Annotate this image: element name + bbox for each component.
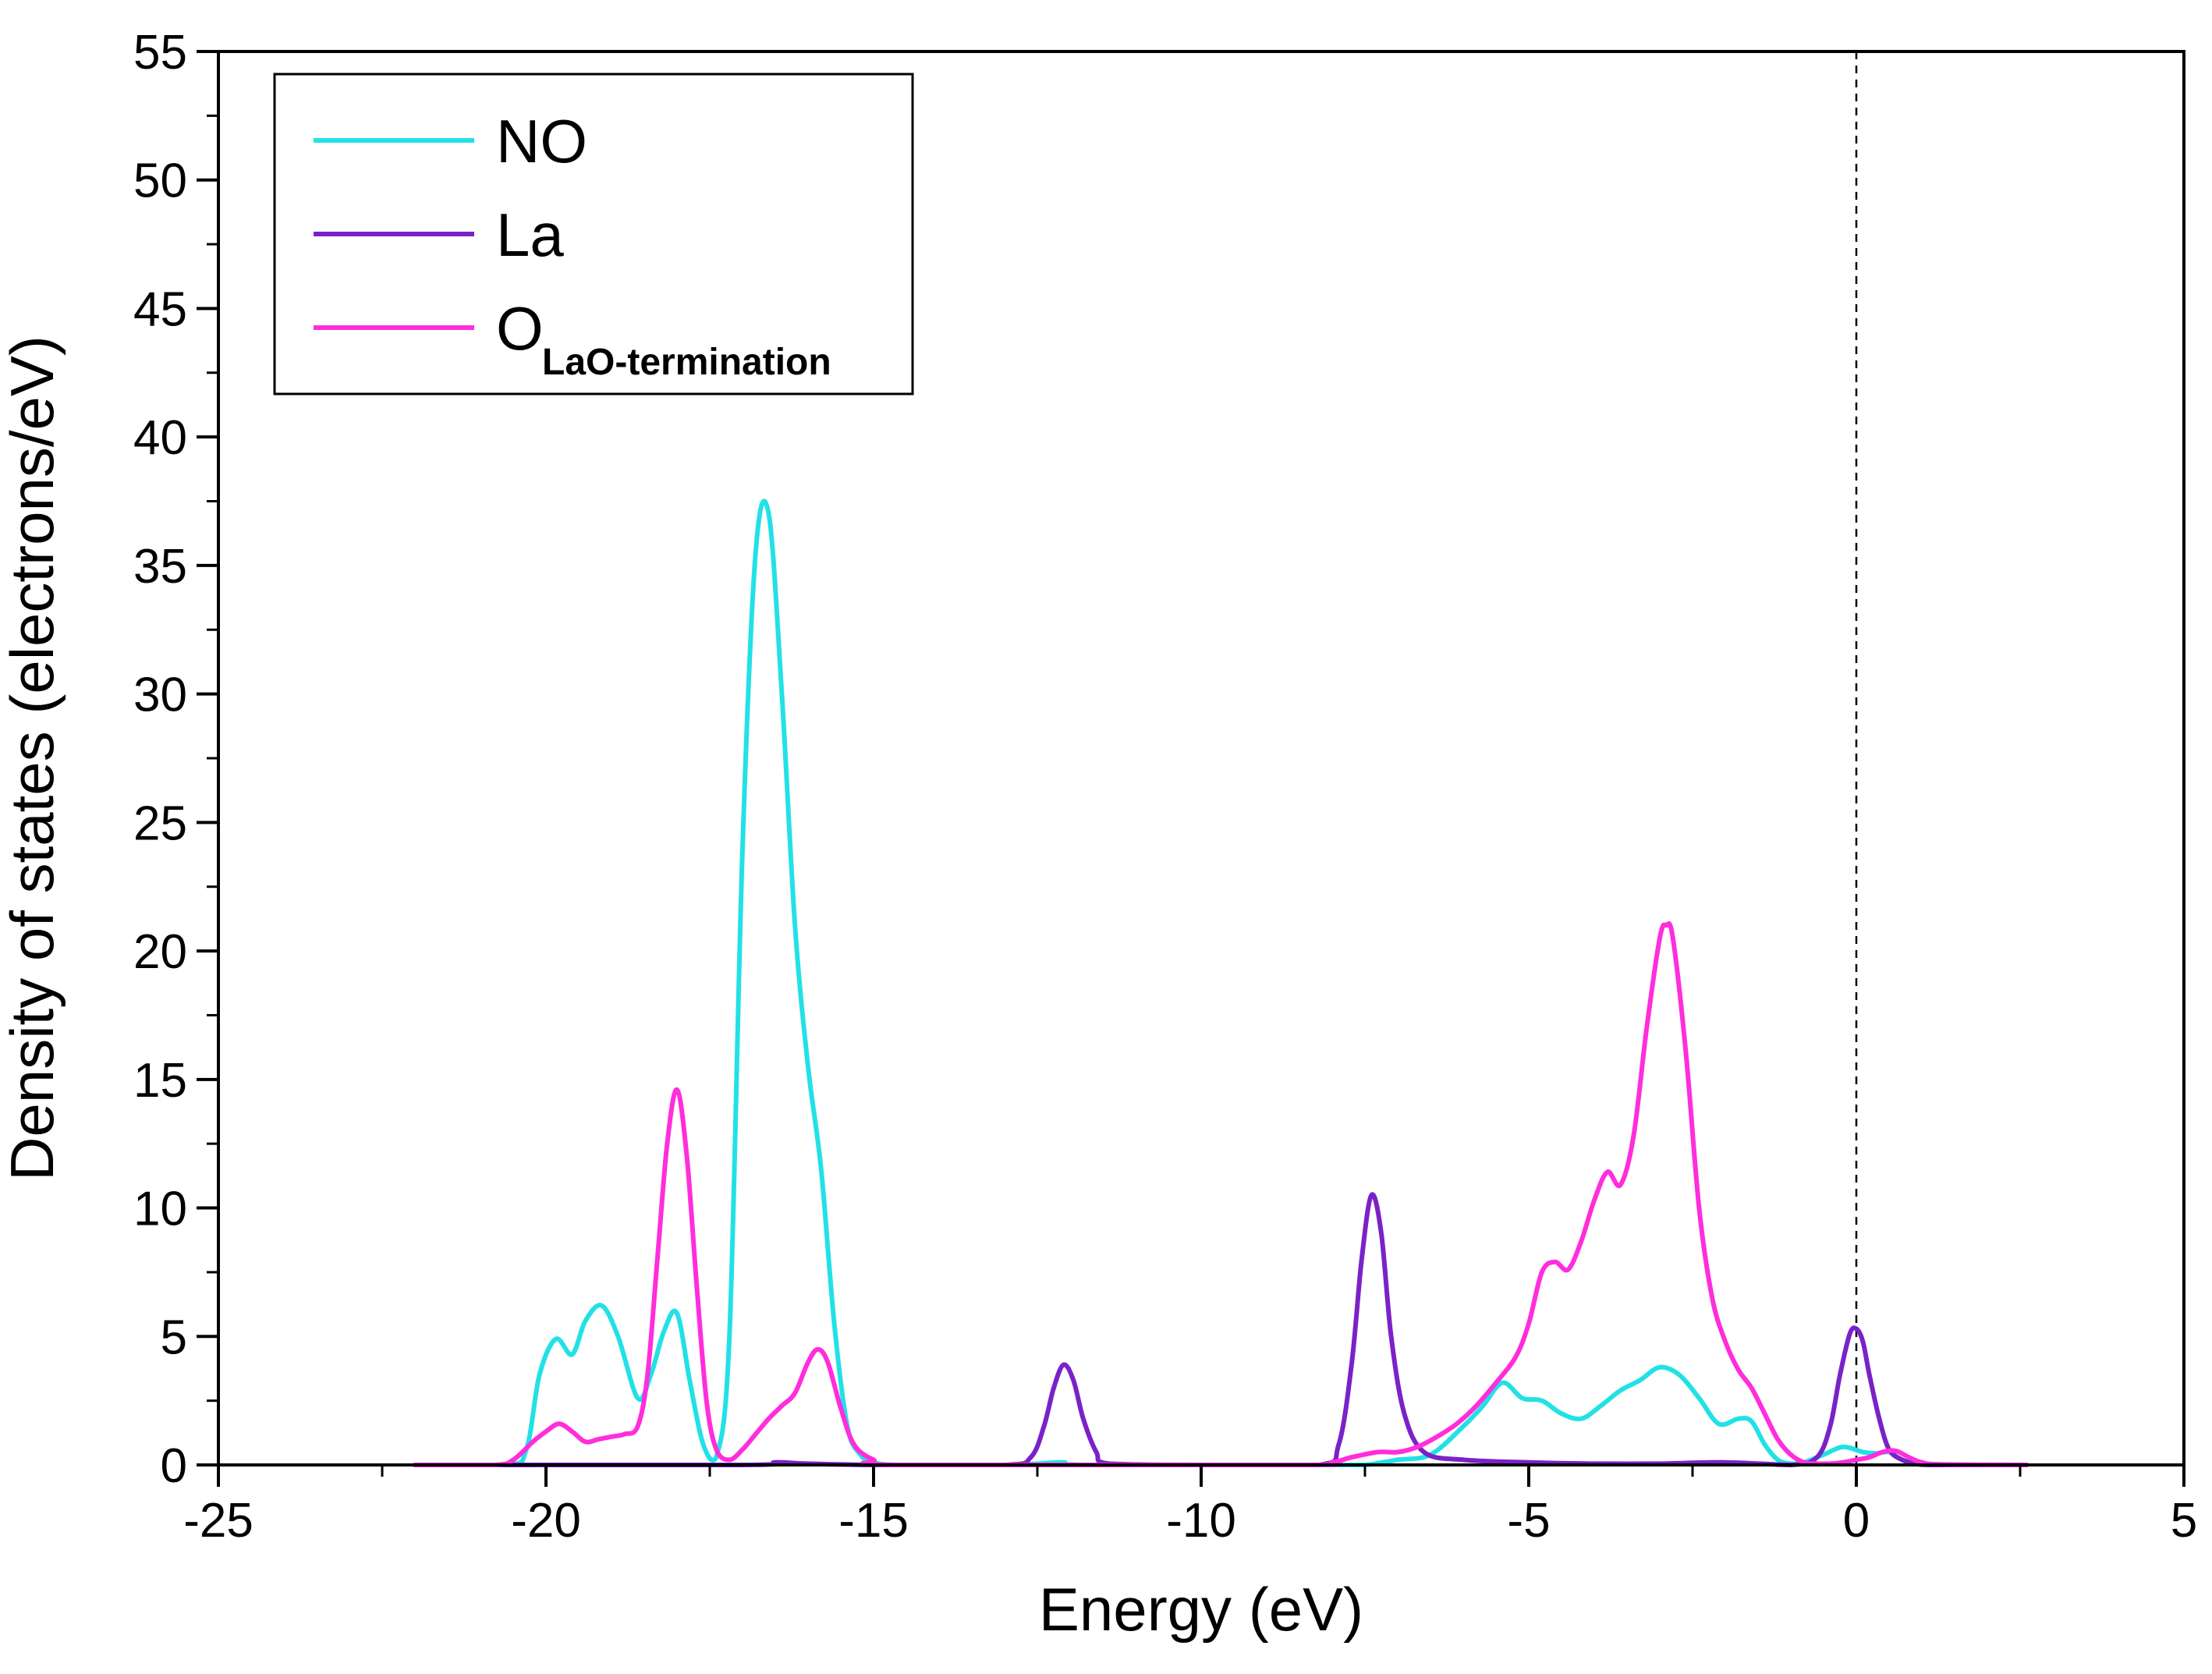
legend-label-no: NO [496,107,587,176]
y-tick-label: 0 [161,1439,187,1493]
legend-label-la: La [496,200,564,269]
y-axis-title: Density of states (electrons/eV) [0,335,66,1181]
series-line-o-lao-termination [413,921,2029,1468]
y-tick-label: 15 [133,1054,187,1108]
y-tick-label: 35 [133,540,187,594]
x-tick-label: 5 [2171,1494,2197,1548]
y-tick-label: 10 [133,1183,187,1236]
y-tick-label: 40 [133,411,187,465]
x-tick-label: -10 [1166,1494,1236,1548]
legend-label-o-lao-termination: O [496,294,544,363]
y-tick-label: 25 [133,796,187,850]
series-line-la [413,1192,2029,1468]
x-tick-label: -25 [183,1494,253,1548]
x-axis-title: Energy (eV) [1039,1575,1363,1644]
y-tick-label: 5 [161,1310,187,1364]
x-tick-label: 0 [1843,1494,1870,1548]
x-tick-label: -5 [1507,1494,1550,1548]
x-tick-label: -15 [838,1494,909,1548]
x-tick-label: -20 [511,1494,581,1548]
y-tick-label: 45 [133,282,187,336]
y-tick-label: 50 [133,154,187,208]
y-tick-label: 30 [133,669,187,722]
y-tick-label: 55 [133,26,187,80]
legend-label-subscript: LaO-termination [542,342,831,383]
legend-box [273,73,914,395]
y-tick-label: 20 [133,925,187,979]
